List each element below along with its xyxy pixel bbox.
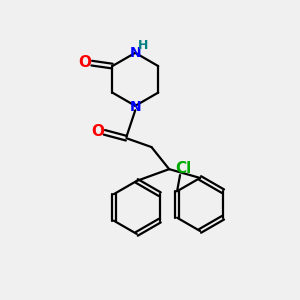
Text: N: N xyxy=(130,46,141,60)
Text: O: O xyxy=(79,55,92,70)
Text: H: H xyxy=(138,39,149,52)
Text: N: N xyxy=(130,100,141,114)
Text: Cl: Cl xyxy=(176,161,192,176)
Text: O: O xyxy=(92,124,104,139)
